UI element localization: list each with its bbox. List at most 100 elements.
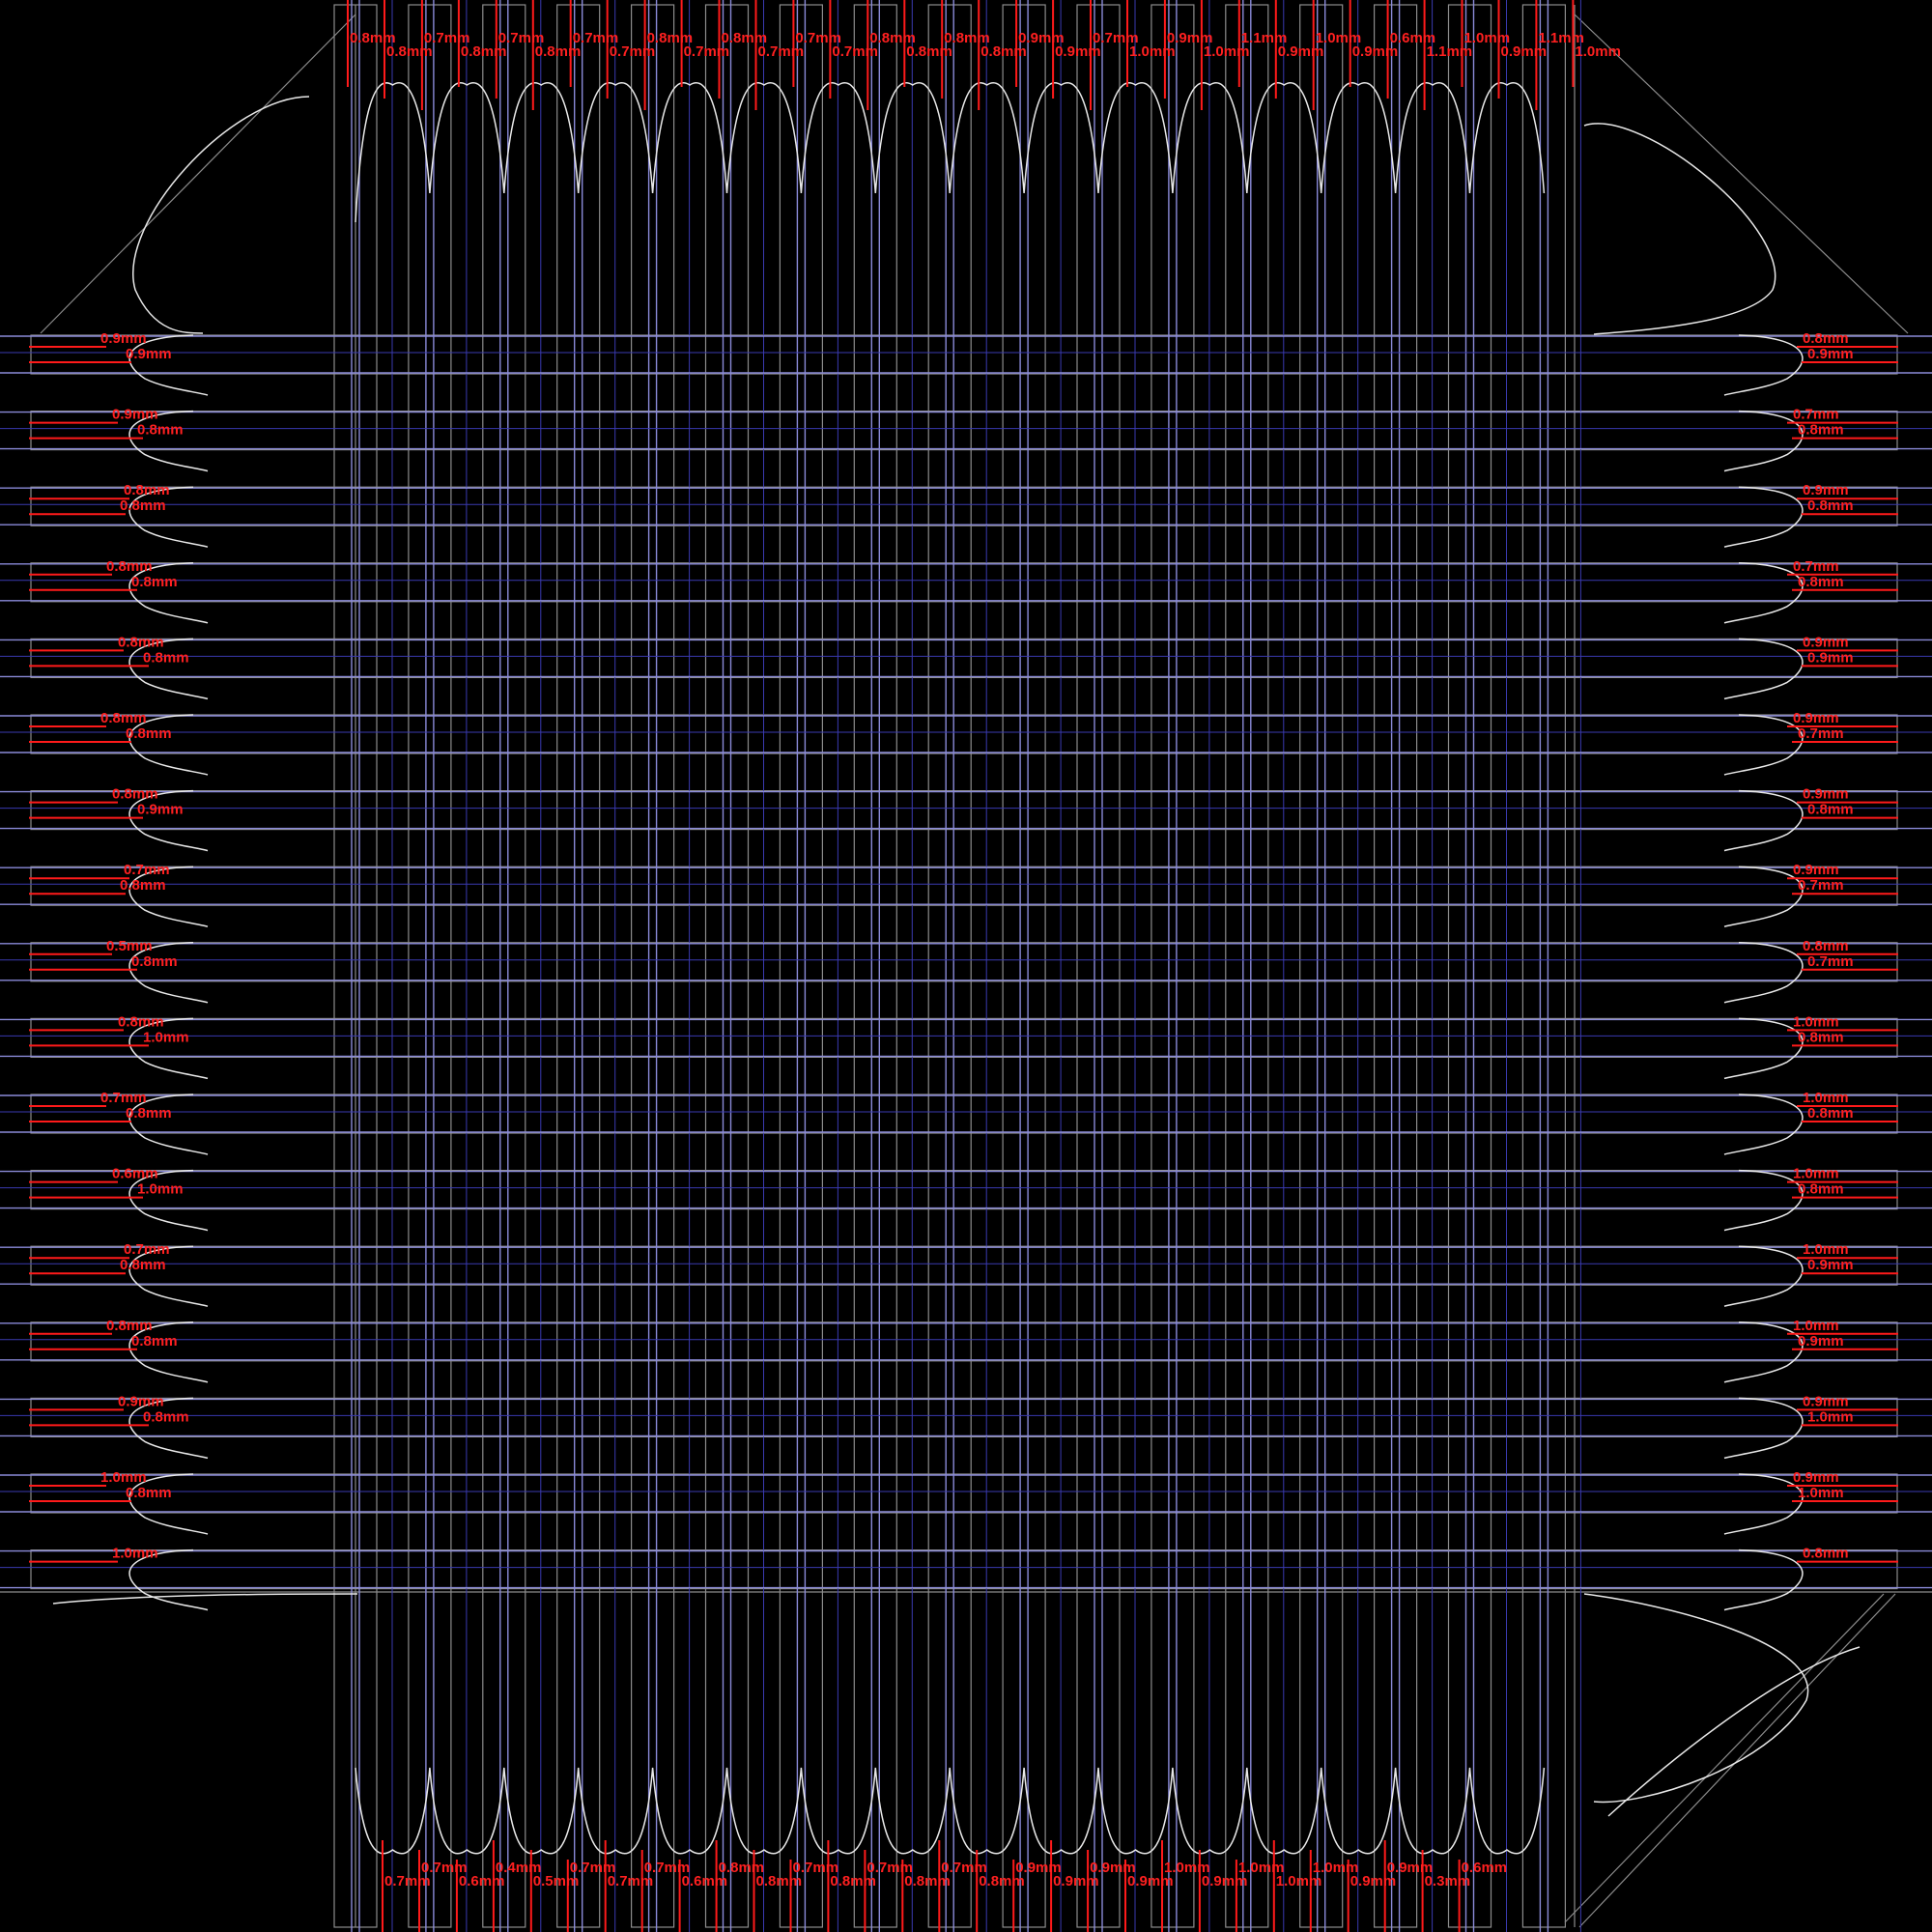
- right-lead-tip: [1723, 638, 1804, 700]
- left-measurement-label: 1.0mm: [112, 1546, 158, 1562]
- right-measurement-label: 0.8mm: [1807, 497, 1854, 514]
- vertical-lead: [333, 4, 378, 1928]
- right-measurement-label: 0.7mm: [1793, 407, 1839, 423]
- lead-profiles: [52, 82, 1861, 1855]
- vertical-lead: [1076, 4, 1121, 1928]
- bottom-measurement-label: 0.8mm: [904, 1873, 951, 1889]
- top-measurement-label: 0.8mm: [461, 43, 507, 60]
- right-lead-tip: [1723, 1094, 1804, 1155]
- top-measurement-label: 1.1mm: [1538, 30, 1584, 46]
- left-measurement-label: 0.7mm: [100, 1090, 147, 1106]
- vertical-lead: [556, 4, 601, 1928]
- right-measurement-label: 0.8mm: [1798, 422, 1844, 439]
- left-lead-tip: [128, 789, 209, 852]
- top-measurement-label: 0.8mm: [722, 30, 768, 46]
- left-measurement-label: 0.8mm: [120, 1257, 166, 1273]
- right-measurement-label: 1.0mm: [1807, 1408, 1854, 1425]
- left-lead-tip: [128, 1094, 209, 1155]
- outline-chamfer: [1574, 14, 1909, 334]
- left-measurement-label: 1.0mm: [143, 1029, 189, 1045]
- right-lead-tip: [1723, 1245, 1804, 1307]
- right-lead-tip: [1723, 714, 1804, 776]
- outline-chamfer: [40, 14, 356, 334]
- bottom-measurement-label: 0.7mm: [644, 1860, 691, 1876]
- right-measurement-label: 0.8mm: [1798, 1181, 1844, 1198]
- bottom-measurement-label: 0.9mm: [1015, 1860, 1062, 1876]
- top-measurement-label: 0.9mm: [1278, 43, 1324, 60]
- right-lead-tip: [1723, 942, 1804, 1004]
- right-lead-tip: [1723, 1397, 1804, 1460]
- left-measurement-label: 0.6mm: [112, 1166, 158, 1182]
- left-measurement-label: 0.7mm: [124, 1241, 170, 1258]
- bottom-measurement-label: 0.3mm: [1425, 1873, 1471, 1889]
- right-lead-tip: [1723, 866, 1804, 927]
- right-measurement-label: 0.9mm: [1803, 786, 1849, 803]
- vertical-lead: [1521, 4, 1567, 1928]
- horizontal-lead: [30, 411, 1898, 451]
- right-measurement-label: 1.0mm: [1798, 1485, 1844, 1501]
- bottom-measurement-label: 0.9mm: [1202, 1873, 1248, 1889]
- vertical-lead: [1151, 4, 1195, 1928]
- top-measurement-label: 0.9mm: [1352, 43, 1399, 60]
- left-measurement-label: 0.9mm: [118, 1393, 164, 1409]
- package-outline: [0, 4, 1932, 1928]
- right-measurement-label: 0.7mm: [1798, 725, 1844, 742]
- right-measurement-label: 0.8mm: [1803, 330, 1849, 347]
- top-measurement-label: 1.0mm: [1575, 43, 1621, 60]
- left-measurement-label: 0.5mm: [106, 938, 153, 954]
- top-measurement-label: 0.7mm: [573, 30, 619, 46]
- top-measurement-label: 0.9mm: [1055, 43, 1101, 60]
- top-measurement-label: 1.0mm: [1204, 43, 1250, 60]
- horizontal-lead: [30, 638, 1898, 679]
- vertical-lead: [927, 4, 972, 1928]
- bottom-measurement-label: 0.7mm: [384, 1873, 431, 1889]
- right-measurement-label: 0.7mm: [1807, 953, 1854, 970]
- horizontal-lead: [30, 1245, 1898, 1286]
- left-measurement-label: 1.0mm: [137, 1181, 184, 1198]
- vertical-lead: [853, 4, 897, 1928]
- right-measurement-label: 0.8mm: [1798, 1029, 1844, 1045]
- bottom-measurement-label: 0.4mm: [496, 1860, 542, 1876]
- bottom-measurement-label: 0.8mm: [719, 1860, 765, 1876]
- left-measurement-label: 0.9mm: [126, 346, 172, 362]
- bottom-measurement-label: 0.6mm: [682, 1873, 728, 1889]
- bottom-measurement-label: 0.8mm: [979, 1873, 1025, 1889]
- bottom-measurement-label: 0.9mm: [1127, 1873, 1174, 1889]
- measurement-marks: [29, 0, 1898, 1932]
- left-lead-tip: [128, 942, 209, 1004]
- horizontal-lead: [30, 1169, 1898, 1210]
- left-measurement-label: 0.8mm: [131, 574, 178, 590]
- left-lead-tip: [128, 866, 209, 927]
- vertical-lead: [704, 4, 750, 1928]
- top-measurement-label: 0.7mm: [610, 43, 656, 60]
- left-lead-tip: [128, 410, 209, 472]
- top-measurement-label: 0.7mm: [684, 43, 730, 60]
- right-measurement-label: 0.8mm: [1807, 1105, 1854, 1122]
- horizontal-lead: [30, 1321, 1898, 1362]
- left-measurement-label: 0.8mm: [120, 877, 166, 894]
- right-measurement-label: 0.9mm: [1807, 649, 1854, 666]
- bottom-measurement-label: 1.0mm: [1276, 1873, 1322, 1889]
- right-measurement-label: 0.9mm: [1803, 482, 1849, 498]
- top-measurement-label: 0.8mm: [535, 43, 582, 60]
- left-measurement-label: 0.8mm: [100, 710, 147, 726]
- horizontal-lead: [30, 714, 1898, 754]
- corner-profile: [1583, 1593, 1809, 1804]
- left-lead-tip: [128, 1548, 209, 1611]
- left-measurement-label: 0.8mm: [118, 634, 164, 650]
- left-measurement-label: 0.8mm: [112, 786, 158, 803]
- left-measurement-label: 0.8mm: [143, 1408, 189, 1425]
- horizontal-lead: [30, 789, 1898, 831]
- right-measurement-label: 1.0mm: [1793, 1166, 1839, 1182]
- top-measurement-label: 0.9mm: [1018, 30, 1065, 46]
- right-measurement-label: 0.7mm: [1793, 558, 1839, 575]
- left-lead-tip: [128, 714, 209, 776]
- left-lead-tip: [128, 562, 209, 624]
- top-measurement-label: 0.9mm: [1501, 43, 1548, 60]
- left-measurement-label: 0.8mm: [126, 725, 172, 742]
- corner-profile: [1607, 1646, 1861, 1817]
- horizontal-lead: [30, 334, 1898, 375]
- top-measurement-label: 0.8mm: [980, 43, 1027, 60]
- bottom-measurement-label: 0.9mm: [1387, 1860, 1434, 1876]
